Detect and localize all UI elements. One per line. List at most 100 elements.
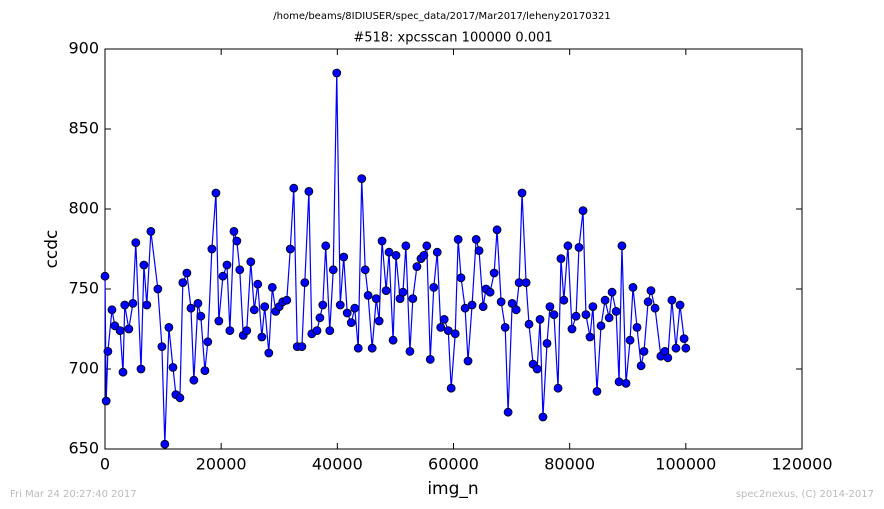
timestamp: Fri Mar 24 20:27:40 2017	[10, 489, 137, 500]
data-point	[193, 298, 203, 308]
data-point	[203, 337, 213, 347]
data-point	[342, 308, 352, 318]
data-point	[289, 183, 299, 193]
data-point	[585, 332, 595, 342]
data-point	[300, 278, 310, 288]
data-point	[456, 273, 466, 283]
data-point	[478, 302, 488, 312]
data-point	[507, 298, 517, 308]
data-point	[450, 329, 460, 339]
data-point	[100, 271, 110, 281]
data-point	[567, 324, 577, 334]
data-point	[315, 313, 325, 323]
data-point	[453, 234, 463, 244]
data-point	[489, 268, 499, 278]
data-point	[160, 439, 170, 449]
data-point	[196, 311, 206, 321]
data-point	[600, 295, 610, 305]
data-point	[592, 386, 602, 396]
data-point	[207, 244, 217, 254]
data-point	[360, 265, 370, 275]
data-point	[253, 279, 263, 289]
data-point	[182, 268, 192, 278]
data-point	[146, 226, 156, 236]
data-point	[617, 241, 627, 251]
data-point	[246, 257, 256, 267]
x-tick-label: 120000	[771, 455, 832, 474]
data-point	[471, 234, 481, 244]
suptitle: /home/beams/8IDIUSER/spec_data/2017/Mar2…	[273, 11, 610, 22]
data-point	[643, 297, 653, 307]
data-point	[120, 300, 130, 310]
data-point	[611, 306, 621, 316]
x-tick-label: 80000	[544, 455, 595, 474]
data-point	[225, 326, 235, 336]
data-point	[264, 348, 274, 358]
data-point	[628, 282, 638, 292]
data-point	[285, 244, 295, 254]
data-point	[328, 265, 338, 275]
data-point	[267, 282, 277, 292]
y-tick-label: 850	[68, 119, 99, 138]
data-point	[439, 314, 449, 324]
data-point	[646, 286, 656, 296]
data-point	[474, 246, 484, 256]
data-point	[304, 186, 314, 196]
data-point	[321, 241, 331, 251]
data-point	[118, 367, 128, 377]
data-point	[374, 316, 384, 326]
data-point	[563, 241, 573, 251]
data-point	[363, 290, 373, 300]
data-point	[211, 188, 221, 198]
data-point	[436, 322, 446, 332]
data-point	[503, 407, 513, 417]
data-point	[107, 305, 117, 315]
data-point	[353, 343, 363, 353]
data-point	[535, 314, 545, 324]
data-point	[128, 298, 138, 308]
data-point	[524, 319, 534, 329]
data-point	[425, 354, 435, 364]
data-point	[596, 321, 606, 331]
data-point	[663, 353, 673, 363]
data-point	[408, 294, 418, 304]
data-point	[650, 303, 660, 313]
data-point	[124, 324, 134, 334]
data-point	[632, 322, 642, 332]
data-point	[517, 188, 527, 198]
y-tick-label: 650	[68, 439, 99, 458]
data-point	[429, 282, 439, 292]
credit: spec2nexus, (C) 2014-2017	[736, 489, 874, 500]
data-point	[371, 294, 381, 304]
data-point	[257, 332, 267, 342]
data-point	[157, 342, 167, 352]
data-line	[104, 72, 687, 445]
data-point	[446, 383, 456, 393]
data-point	[553, 383, 563, 393]
data-point	[538, 412, 548, 422]
data-point	[500, 322, 510, 332]
data-point	[588, 302, 598, 312]
x-tick-label: 40000	[312, 455, 363, 474]
data-point	[679, 334, 689, 344]
data-point	[412, 262, 422, 272]
data-point	[103, 346, 113, 356]
data-point	[681, 343, 691, 353]
data-point	[175, 393, 185, 403]
data-point	[168, 362, 178, 372]
data-point	[581, 310, 591, 320]
data-point	[350, 303, 360, 313]
data-point	[381, 286, 391, 296]
data-point	[578, 206, 588, 216]
data-point	[139, 260, 149, 270]
x-tick-label: 100000	[655, 455, 716, 474]
data-point	[229, 226, 239, 236]
data-point	[467, 300, 477, 310]
y-tick-label: 700	[68, 359, 99, 378]
data-point	[621, 378, 631, 388]
data-point	[574, 242, 584, 252]
data-point	[357, 174, 367, 184]
data-point	[401, 241, 411, 251]
y-axis-label: ccdc	[42, 230, 62, 269]
data-point	[235, 265, 245, 275]
